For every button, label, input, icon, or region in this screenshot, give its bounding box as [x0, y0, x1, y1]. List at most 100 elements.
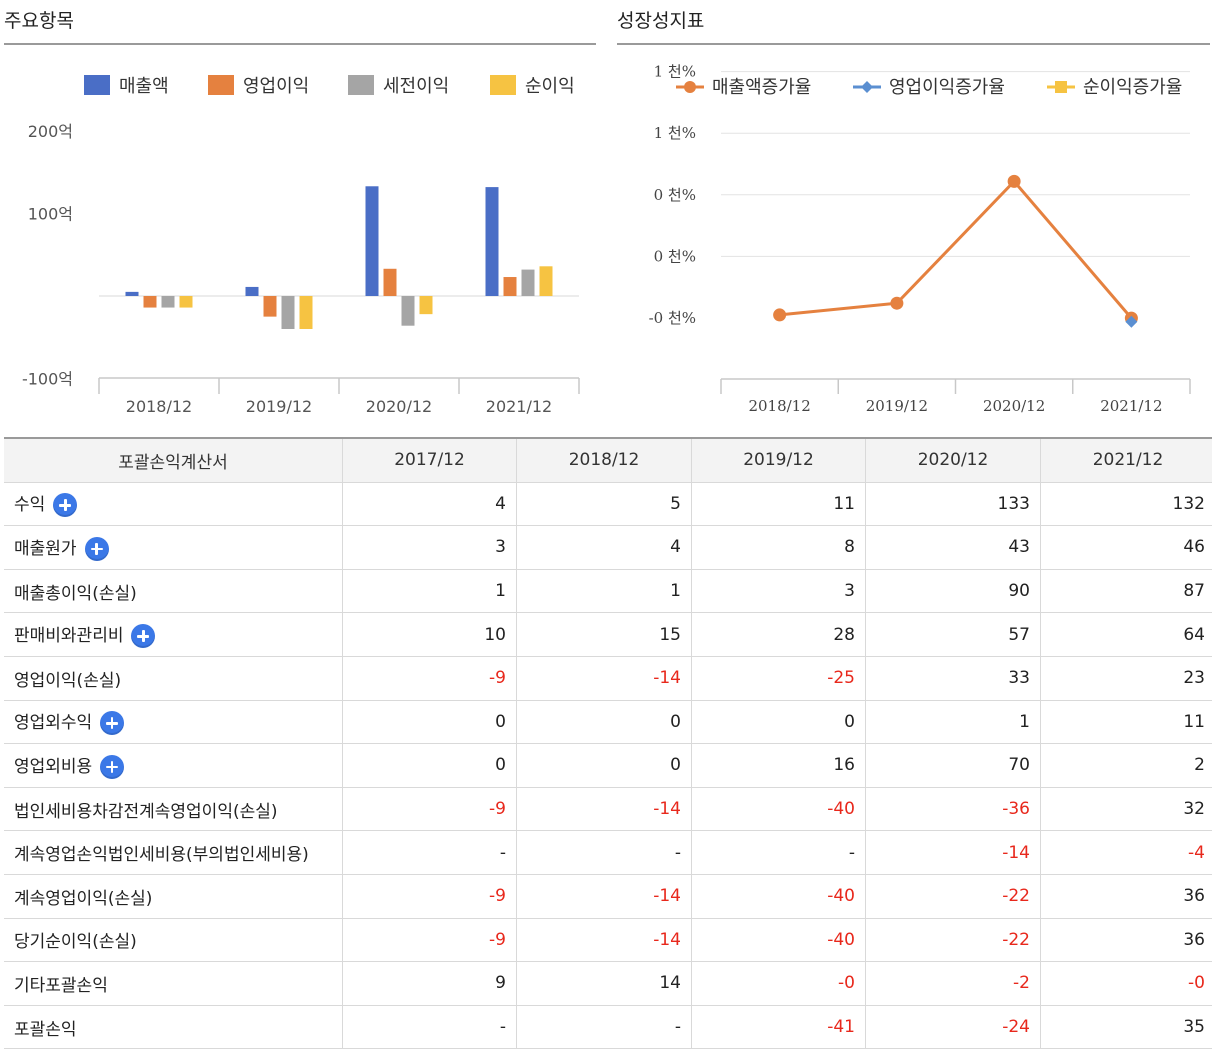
bar-4-2021-12 — [539, 266, 553, 296]
value-cell: 14 — [516, 961, 692, 1006]
value-cell: 2 — [1040, 743, 1212, 788]
bar-3-2021-12 — [521, 269, 535, 296]
main-items-bar-chart: 매출액 영업이익 세전이익 순이익 200억 100억 -100억 2018/12 2019/1… — [22, 75, 580, 416]
table-header-year: 2020/12 — [865, 436, 1041, 483]
y-tick-label: 0 천% — [654, 186, 696, 204]
value-cell: 133 — [865, 481, 1041, 527]
bar-2-2020-12 — [383, 268, 397, 296]
legend-label-1: 매출액 — [119, 76, 169, 97]
section-divider — [4, 43, 596, 45]
row-label-cell: 당기순이익(손실) — [4, 917, 343, 963]
value-cell: 0 — [516, 699, 692, 745]
table-row: 계속영업손익법인세비용(부의법인세비용) - - - -14 -4 — [4, 830, 1212, 875]
expand-plus-icon[interactable] — [100, 711, 125, 736]
value-cell: -4 — [1040, 830, 1212, 875]
value-cell: -41 — [691, 1004, 866, 1050]
value-cell: -9 — [342, 786, 517, 832]
value-cell: 10 — [342, 612, 517, 657]
point-1 — [890, 296, 904, 310]
value-cell: -14 — [516, 917, 692, 963]
value-cell: - — [691, 830, 866, 875]
row-label: 당기순이익(손실) — [14, 932, 137, 953]
row-label: 영업이익(손실) — [14, 670, 122, 691]
value-cell: 11 — [691, 481, 866, 527]
value-cell: -40 — [691, 786, 866, 832]
row-label-cell: 매출원가 — [4, 525, 343, 570]
value-cell: 3 — [691, 568, 866, 614]
row-label: 기타포괄손익 — [14, 975, 108, 996]
section-title-main-items: 주요항목 — [4, 10, 74, 32]
row-label-cell: 법인세비용차감전계속영업이익(손실) — [4, 786, 343, 832]
y-tick-label: 100억 — [28, 205, 73, 224]
growth-line-chart: 매출액증가율 영업이익증가율 순이익증가율 1 천% 1 천% 0 천% 0 천% -0 천%… — [649, 63, 1191, 415]
x-tick-label: 2018/12 — [126, 397, 192, 416]
value-cell: 70 — [865, 743, 1041, 788]
value-cell: -40 — [691, 917, 866, 963]
table-row: 수익 4 5 11 133 132 — [4, 481, 1212, 527]
legend-label-4: 순이익 — [525, 76, 575, 97]
value-cell: -14 — [516, 655, 692, 701]
row-label-cell: 영업외비용 — [4, 743, 343, 788]
row-label: 법인세비용차감전계속영업이익(손실) — [14, 801, 278, 822]
value-cell: -9 — [342, 655, 517, 701]
legend-label-2: 영업이익 — [243, 76, 309, 97]
value-cell: 8 — [691, 525, 866, 570]
bar-4-2018-12 — [179, 296, 193, 308]
value-cell: 57 — [865, 612, 1041, 657]
value-cell: 11 — [1040, 699, 1212, 745]
bar-2-2019-12 — [263, 296, 277, 317]
value-cell: 23 — [1040, 655, 1212, 701]
x-tick-label: 2020/12 — [983, 397, 1045, 415]
value-cell: -14 — [516, 786, 692, 832]
value-cell: 5 — [516, 481, 692, 527]
row-label: 계속영업이익(손실) — [14, 888, 153, 909]
value-cell: 28 — [691, 612, 866, 657]
legend-swatch-1 — [84, 75, 110, 95]
value-cell: 1 — [865, 699, 1041, 745]
row-label-cell: 매출총이익(손실) — [4, 568, 343, 614]
legend-marker-diamond — [861, 81, 873, 93]
bar-3-2019-12 — [281, 296, 295, 329]
value-cell: -22 — [865, 917, 1041, 963]
expand-plus-icon[interactable] — [84, 536, 109, 561]
table-row: 영업외수익 0 0 0 1 11 — [4, 699, 1212, 745]
row-label: 영업외비용 — [14, 756, 93, 777]
table-body: 수익 4 5 11 133 132 매출원가 3 4 8 43 46 매출총이익(손실) 1 1 3 90 87 판… — [4, 481, 1212, 1050]
value-cell: 43 — [865, 525, 1041, 570]
value-cell: 64 — [1040, 612, 1212, 657]
value-cell: -2 — [865, 961, 1041, 1006]
bar-1-2020-12 — [365, 186, 379, 296]
table-row: 기타포괄손익 9 14 -0 -2 -0 — [4, 961, 1212, 1006]
x-tick-label: 2021/12 — [1100, 397, 1162, 415]
row-label-cell: 영업이익(손실) — [4, 655, 343, 701]
legend-marker-square — [1055, 81, 1067, 93]
row-label-cell: 기타포괄손익 — [4, 961, 343, 1006]
table-header-statement: 포괄손익계산서 — [4, 436, 343, 483]
x-tick-label: 2021/12 — [486, 397, 552, 416]
value-cell: 132 — [1040, 481, 1212, 527]
row-label-cell: 영업외수익 — [4, 699, 343, 745]
bar-2-2018-12 — [143, 296, 157, 308]
value-cell: 16 — [691, 743, 866, 788]
value-cell: 1 — [516, 568, 692, 614]
legend-label-2: 영업이익증가율 — [889, 77, 1005, 98]
expand-plus-icon[interactable] — [131, 624, 156, 649]
bar-4-2019-12 — [299, 296, 313, 329]
point-1 — [773, 308, 787, 322]
value-cell: 46 — [1040, 525, 1212, 570]
row-label: 수익 — [14, 495, 46, 516]
row-label-cell: 수익 — [4, 481, 343, 527]
value-cell: -25 — [691, 655, 866, 701]
expand-plus-icon[interactable] — [100, 754, 125, 779]
row-label-cell: 계속영업이익(손실) — [4, 873, 343, 919]
bar-3-2020-12 — [401, 296, 415, 326]
table-row: 판매비와관리비 10 15 28 57 64 — [4, 612, 1212, 657]
table-row: 영업외비용 0 0 16 70 2 — [4, 743, 1212, 788]
value-cell: -14 — [865, 830, 1041, 875]
value-cell: 90 — [865, 568, 1041, 614]
row-label: 매출총이익(손실) — [14, 583, 137, 604]
expand-plus-icon[interactable] — [53, 493, 78, 518]
section-divider — [617, 43, 1210, 45]
x-tick-label: 2018/12 — [748, 397, 810, 415]
value-cell: - — [516, 1004, 692, 1050]
